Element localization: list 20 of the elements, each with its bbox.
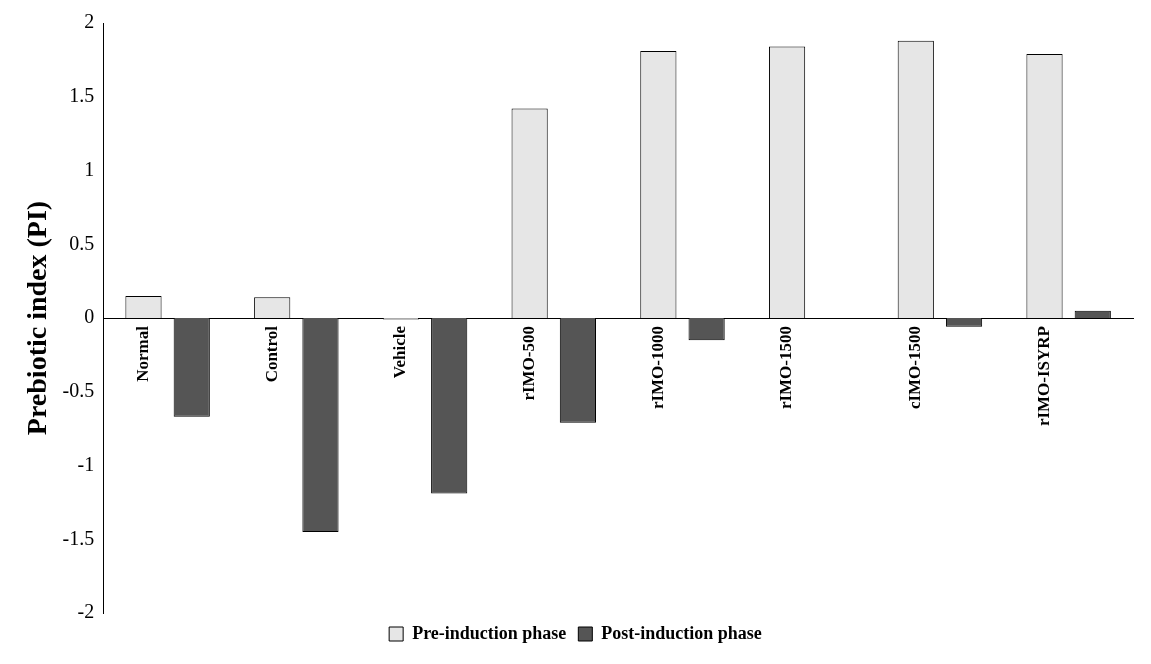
y-tick-label: 0: [84, 305, 95, 328]
x-tick-label: Vehicle: [390, 325, 410, 379]
x-tick-label: cIMO-1500: [905, 326, 925, 410]
y-tick-label: -1: [77, 452, 95, 475]
y-tick-label: -2: [77, 600, 95, 623]
x-tick-label: rIMO-ISYRP: [1033, 326, 1053, 427]
y-tick-label: -1.5: [62, 526, 95, 549]
y-tick-label: 1: [84, 157, 95, 180]
y-tick-label: 0.5: [69, 231, 95, 254]
y-tick-label: -0.5: [62, 379, 95, 401]
x-tick-label: rIMO-500: [519, 326, 539, 401]
y-axis-title: Prebiotic index (PI): [21, 200, 53, 436]
y-tick-label: 2: [84, 10, 95, 33]
y-tick-label: 1.5: [69, 84, 95, 106]
x-tick-label: Normal: [132, 325, 152, 382]
x-tick-label: Control: [261, 325, 281, 383]
legend-label: Pre-induction phase: [412, 622, 567, 643]
legend-label: Post-induction phase: [601, 622, 762, 643]
x-tick-label: rIMO-1500: [776, 326, 796, 410]
x-tick-label: rIMO-1000: [647, 326, 667, 410]
